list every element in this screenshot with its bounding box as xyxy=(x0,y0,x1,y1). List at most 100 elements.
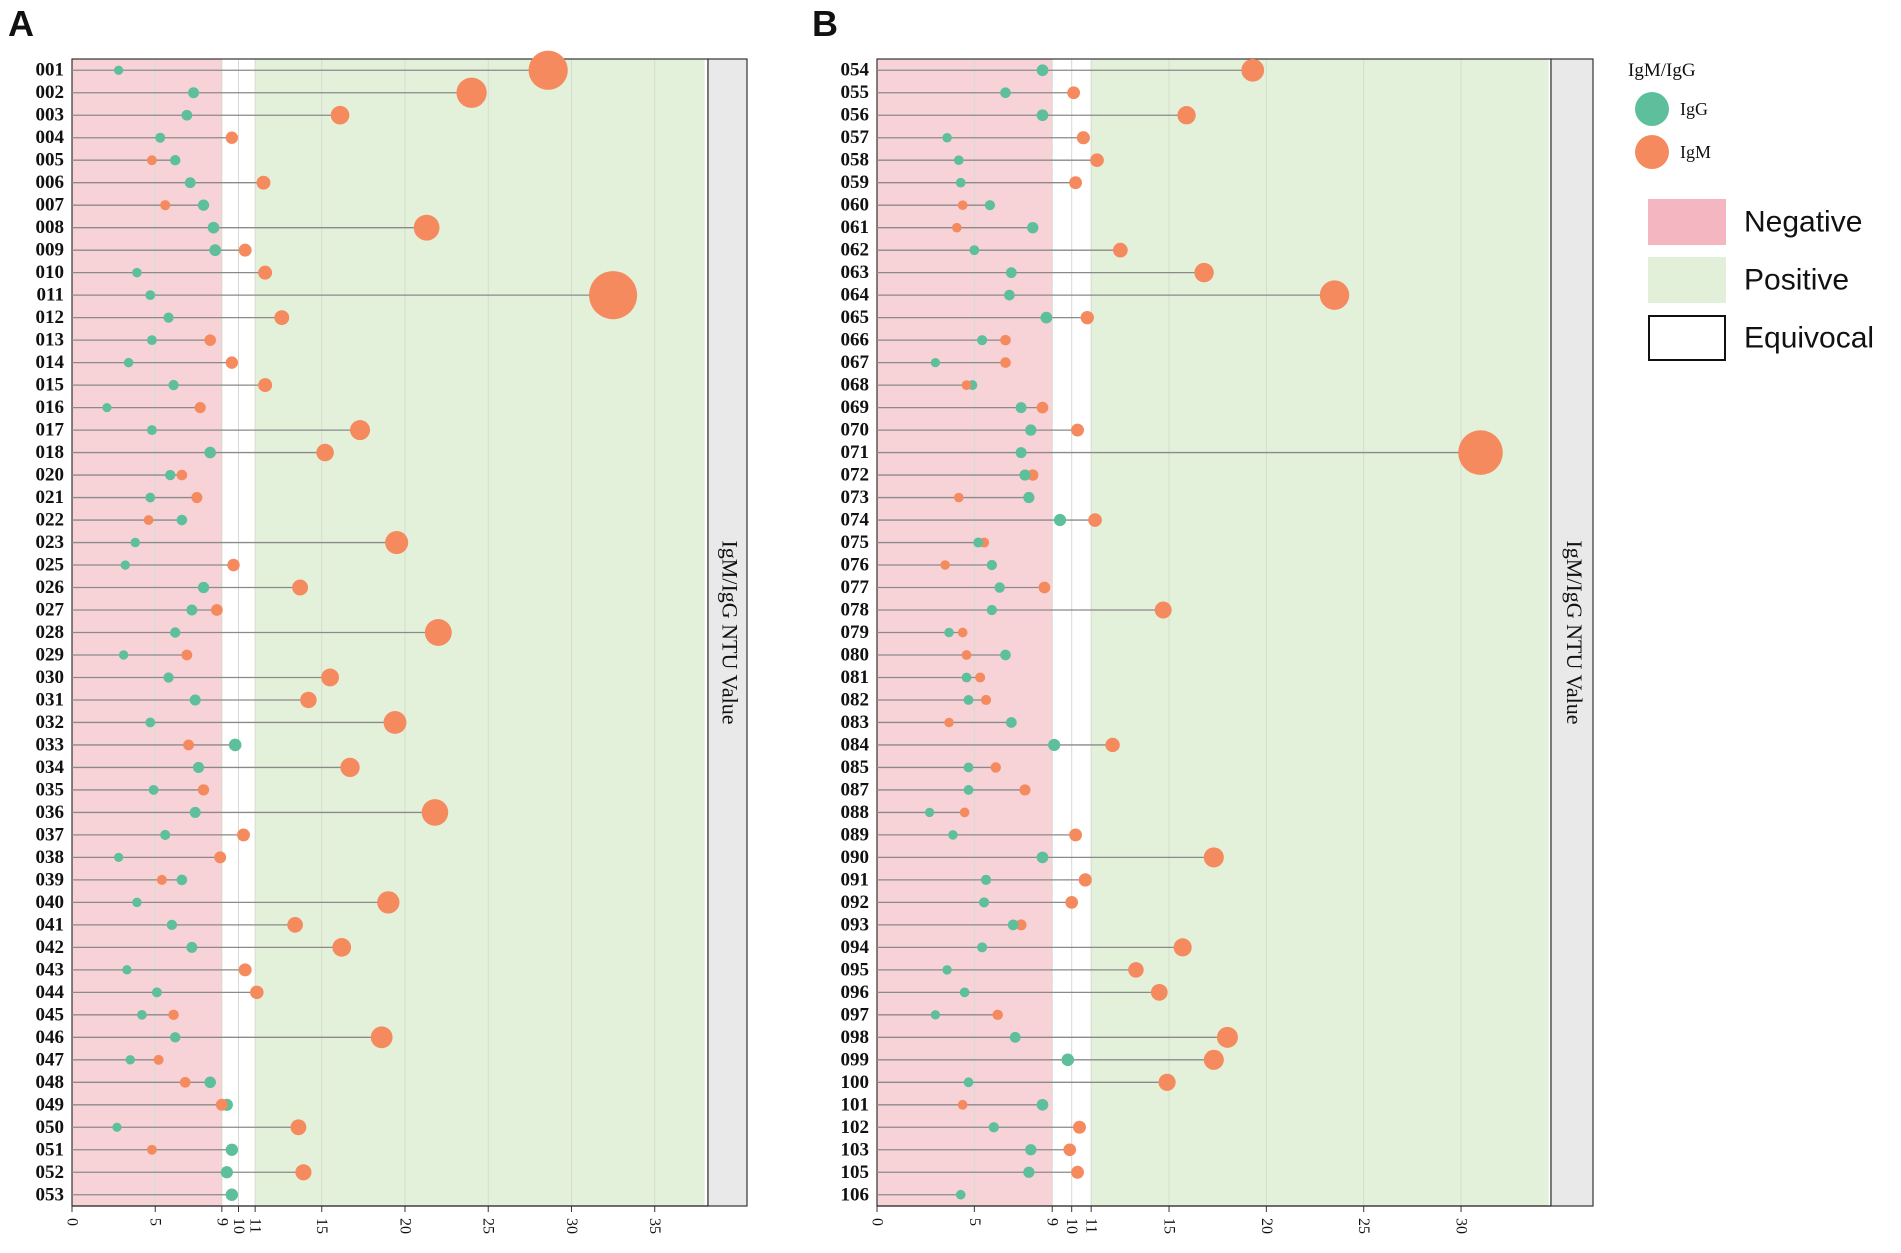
row-092: 092 xyxy=(841,892,1079,913)
igm-point xyxy=(176,469,188,481)
igg-point xyxy=(1040,311,1053,324)
igm-point xyxy=(1241,58,1265,82)
igg-point xyxy=(1053,513,1067,527)
row-036: 036 xyxy=(36,799,449,826)
igm-point xyxy=(1076,131,1090,145)
row-label: 036 xyxy=(36,802,65,823)
igg-point xyxy=(1023,491,1035,504)
igg-point xyxy=(953,155,964,166)
x-tick-label: 15 xyxy=(1161,1218,1178,1234)
row-075: 075 xyxy=(841,532,990,553)
igg-point xyxy=(1007,919,1019,931)
row-084: 084 xyxy=(841,734,1120,755)
igm-point xyxy=(225,356,239,369)
row-label: 057 xyxy=(841,127,870,148)
row-label: 025 xyxy=(36,555,65,576)
igm-point xyxy=(957,627,968,638)
igm-point xyxy=(1177,106,1196,125)
igg-point xyxy=(189,694,201,706)
x-tick-label: 35 xyxy=(646,1218,663,1234)
igm-point xyxy=(383,710,407,734)
x-tick-label: 0 xyxy=(869,1218,886,1226)
row-013: 013 xyxy=(36,330,216,351)
row-066: 066 xyxy=(841,330,1011,351)
igg-point xyxy=(181,109,193,121)
row-070: 070 xyxy=(841,420,1084,441)
igg-point xyxy=(123,357,134,368)
x-axis: 0 5 9 10 11 15 20 25 30 35 xyxy=(64,1205,708,1234)
igg-point xyxy=(963,1077,974,1088)
row-059: 059 xyxy=(841,172,1083,193)
igg-point xyxy=(1027,221,1039,234)
row-096: 096 xyxy=(841,982,1168,1003)
igg-point xyxy=(984,200,996,211)
row-label: 020 xyxy=(36,465,65,486)
row-label: 075 xyxy=(841,532,870,553)
row-080: 080 xyxy=(841,644,1011,665)
row-label: 096 xyxy=(841,982,870,1003)
row-label: 010 xyxy=(36,262,65,283)
igm-point xyxy=(1080,310,1094,325)
row-098: 098 xyxy=(841,1027,1238,1048)
x-tick-label: 20 xyxy=(396,1218,413,1234)
row-label: 081 xyxy=(841,667,870,688)
igg-point xyxy=(955,177,966,188)
igg-point xyxy=(120,560,130,570)
row-label: 013 xyxy=(36,330,65,351)
row-label: 069 xyxy=(841,397,870,418)
row-022: 022 xyxy=(36,510,188,531)
igm-point xyxy=(292,579,309,596)
igm-point xyxy=(1069,176,1083,190)
row-005: 005 xyxy=(36,150,181,171)
row-007: 007 xyxy=(36,195,210,216)
row-label: 053 xyxy=(36,1184,65,1205)
legend-igm-label: IgM xyxy=(1680,142,1711,162)
row-label: 063 xyxy=(841,262,870,283)
igm-point xyxy=(321,668,340,687)
row-072: 072 xyxy=(841,465,1039,486)
row-074: 074 xyxy=(841,510,1102,531)
igg-point xyxy=(979,897,990,908)
igg-point xyxy=(963,762,974,773)
igm-point xyxy=(258,265,273,280)
igm-point xyxy=(1158,1073,1176,1091)
row-label: 007 xyxy=(36,195,65,216)
igg-point xyxy=(977,942,988,953)
row-040: 040 xyxy=(36,891,400,914)
row-label: 073 xyxy=(841,487,870,508)
row-006: 006 xyxy=(36,172,271,193)
row-054: 054 xyxy=(841,58,1265,82)
igg-point xyxy=(1005,267,1017,279)
igg-point xyxy=(944,627,954,638)
igg-point xyxy=(146,425,157,436)
igg-point xyxy=(160,829,171,840)
igm-point xyxy=(1203,847,1224,868)
igg-point xyxy=(155,132,166,143)
x-tick-label: 0 xyxy=(64,1218,81,1226)
igg-point xyxy=(102,403,112,413)
igm-point xyxy=(215,1098,228,1111)
row-label: 105 xyxy=(841,1162,870,1183)
row-064: 064 xyxy=(841,280,1350,310)
row-label: 090 xyxy=(841,847,870,868)
igg-point xyxy=(1036,64,1049,77)
x-tick-label: 10 xyxy=(1063,1218,1080,1234)
igg-point xyxy=(118,650,129,660)
row-label: 030 xyxy=(36,667,65,688)
igg-point xyxy=(924,807,935,818)
legend-equivocal-label: Equivocal xyxy=(1744,322,1874,355)
row-label: 042 xyxy=(36,937,65,958)
x-tick-label: 25 xyxy=(1355,1218,1372,1234)
row-label: 029 xyxy=(36,644,65,665)
igg-point xyxy=(163,312,174,323)
igm-point xyxy=(1319,280,1350,310)
row-099: 099 xyxy=(841,1049,1224,1070)
igg-point xyxy=(209,244,222,257)
row-label: 074 xyxy=(841,510,870,531)
row-label: 022 xyxy=(36,510,65,531)
igm-point xyxy=(1000,334,1011,346)
igm-point xyxy=(290,1119,307,1136)
igm-point xyxy=(456,77,487,108)
igg-point xyxy=(146,335,157,346)
igm-point xyxy=(1019,784,1031,796)
